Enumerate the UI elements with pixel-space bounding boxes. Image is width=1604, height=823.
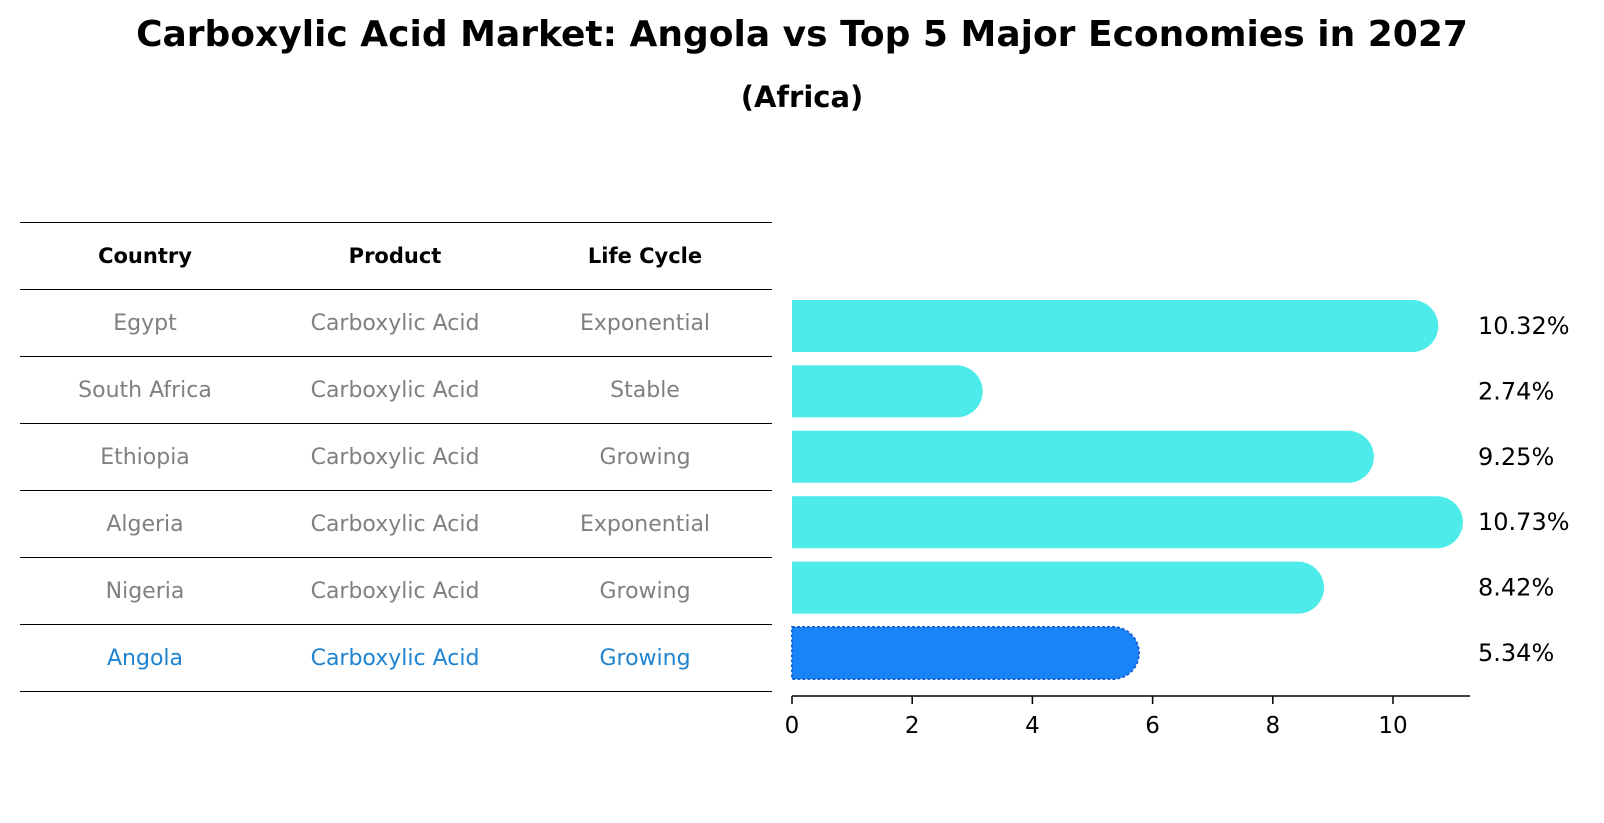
bar	[792, 365, 983, 418]
market-table: Country Product Life Cycle Egypt Carboxy…	[20, 222, 772, 692]
value-label: 5.34%	[1478, 639, 1554, 667]
country-cell: Angola	[106, 645, 183, 671]
table-header-row: Country Product Life Cycle	[20, 222, 772, 289]
header-product: Product	[348, 244, 442, 268]
value-label: 10.73%	[1478, 508, 1570, 536]
bar	[792, 300, 1439, 352]
table-row-highlight: Angola Carboxylic Acid Growing	[20, 624, 772, 692]
product-cell: Carboxylic Acid	[310, 310, 480, 336]
country-cell: Egypt	[113, 310, 177, 336]
x-tick-label: 0	[785, 713, 800, 739]
life-cycle-cell: Growing	[599, 645, 691, 671]
life-cycle-cell: Exponential	[579, 310, 711, 336]
x-tick-label: 6	[1145, 713, 1160, 739]
x-tick-label: 8	[1265, 713, 1280, 739]
country-cell: Nigeria	[105, 578, 185, 604]
product-cell: Carboxylic Acid	[310, 645, 480, 671]
table-row: Nigeria Carboxylic Acid Growing	[20, 557, 772, 624]
table-row: South Africa Carboxylic Acid Stable	[20, 356, 772, 423]
product-cell: Carboxylic Acid	[310, 511, 480, 537]
country-cell: Ethiopia	[100, 444, 190, 470]
header-country: Country	[98, 244, 192, 268]
life-cycle-cell: Growing	[599, 578, 691, 604]
bar	[792, 496, 1463, 549]
x-tick-label: 10	[1378, 713, 1407, 739]
bar	[792, 430, 1374, 483]
product-cell: Carboxylic Acid	[310, 444, 480, 470]
table-row: Algeria Carboxylic Acid Exponential	[20, 490, 772, 557]
table-row: Egypt Carboxylic Acid Exponential	[20, 289, 772, 356]
chart-subtitle: (Africa)	[740, 80, 864, 114]
value-label: 8.42%	[1478, 574, 1554, 602]
bar-highlight	[791, 626, 1140, 680]
table-row: Ethiopia Carboxylic Acid Growing	[20, 423, 772, 490]
bar	[792, 561, 1325, 614]
chart-title: Carboxylic Acid Market: Angola vs Top 5 …	[136, 14, 1468, 55]
life-cycle-cell: Growing	[599, 444, 691, 470]
life-cycle-cell: Stable	[610, 377, 680, 403]
value-label: 9.25%	[1478, 443, 1554, 471]
life-cycle-cell: Exponential	[579, 511, 711, 537]
country-cell: South Africa	[78, 377, 212, 403]
x-tick-label: 4	[1025, 713, 1040, 739]
header-life-cycle: Life Cycle	[587, 244, 703, 268]
x-tick-label: 2	[905, 713, 920, 739]
value-label: 10.32%	[1478, 312, 1570, 340]
product-cell: Carboxylic Acid	[310, 377, 480, 403]
product-cell: Carboxylic Acid	[310, 578, 480, 604]
country-cell: Algeria	[106, 511, 184, 537]
value-label: 2.74%	[1478, 377, 1554, 405]
